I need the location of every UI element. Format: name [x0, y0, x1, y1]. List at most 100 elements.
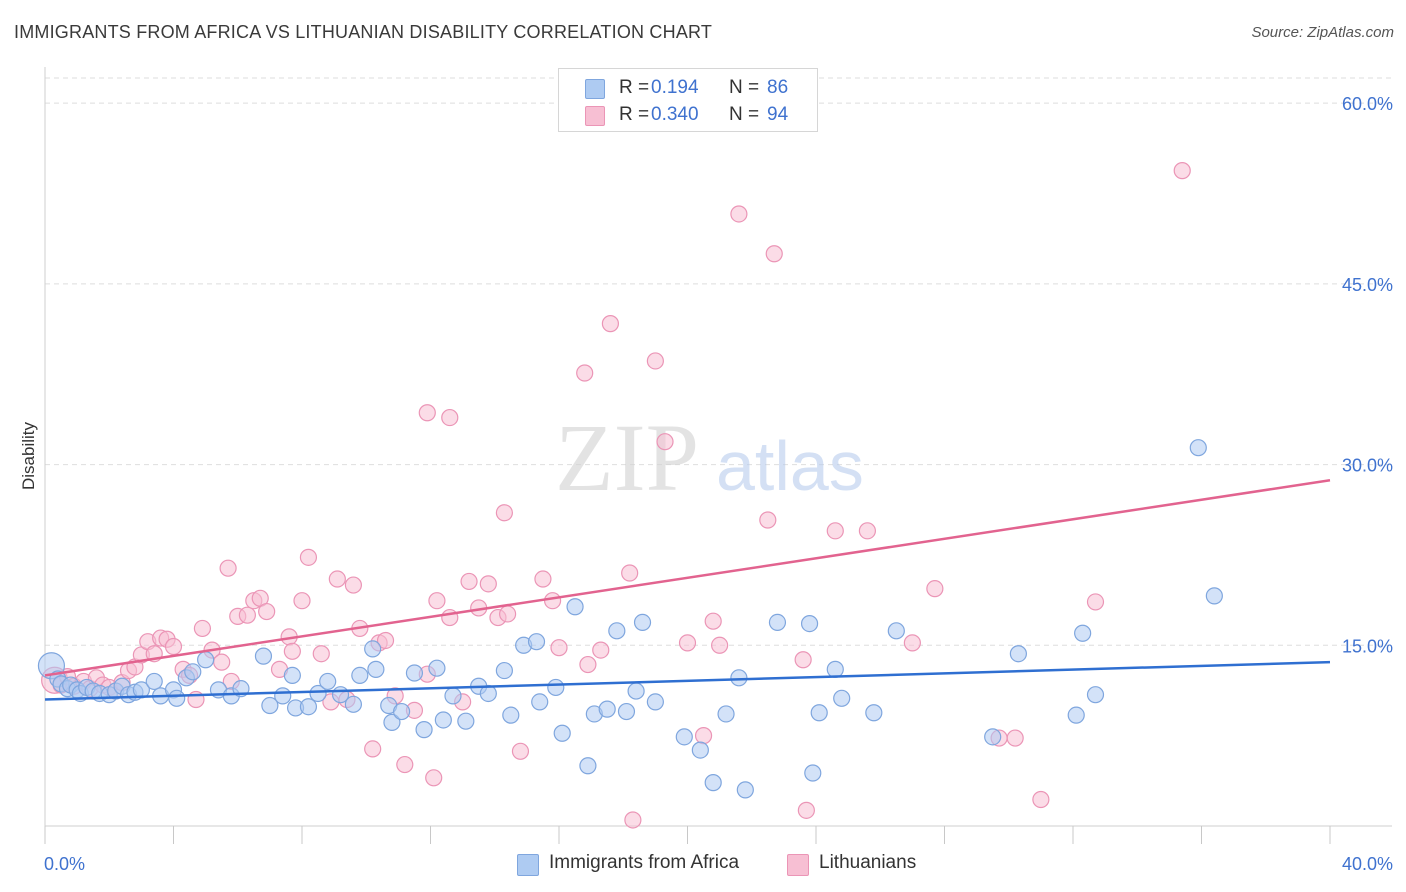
point-africa [633, 613, 652, 631]
point-africa [364, 640, 382, 658]
point-africa [495, 661, 513, 680]
series-legend: Immigrants from Africa Lithuanians [0, 852, 1406, 878]
point-africa [810, 704, 828, 722]
point-africa [299, 698, 318, 716]
point-lithuanians [926, 580, 944, 598]
point-lithuanians [425, 769, 443, 787]
point-lithuanians [499, 605, 517, 623]
point-africa [608, 622, 626, 640]
point-lithuanians [858, 522, 877, 540]
point-africa [865, 704, 883, 722]
point-lithuanians [730, 205, 748, 223]
point-africa [646, 693, 664, 711]
point-africa [1205, 587, 1223, 605]
legend-swatch-africa [585, 79, 605, 99]
point-africa [168, 689, 186, 707]
legend-swatch-lithuanians [585, 106, 605, 126]
series-swatch-lithuanians [787, 854, 809, 876]
trend-line-lithuanians [44, 478, 1331, 677]
watermark-zip: ZIP [555, 404, 699, 511]
y-axis-label: Disability [19, 421, 38, 490]
y-tick-label: 45.0% [1342, 275, 1393, 295]
point-africa [184, 663, 202, 681]
point-africa [547, 678, 565, 697]
point-lithuanians [711, 636, 729, 654]
point-africa [579, 757, 597, 775]
point-africa [833, 689, 851, 707]
point-africa [1067, 706, 1085, 724]
point-lithuanians [759, 511, 777, 529]
point-africa [627, 682, 645, 700]
point-africa [367, 660, 385, 678]
point-lithuanians [646, 352, 664, 370]
watermark-atlas: atlas [716, 427, 864, 505]
point-lithuanians [694, 727, 713, 745]
point-lithuanians [213, 653, 231, 671]
point-africa [254, 647, 273, 665]
point-africa [309, 684, 327, 703]
point-lithuanians [328, 570, 346, 588]
point-africa [145, 672, 163, 691]
point-africa [274, 687, 292, 705]
y-tick-label: 60.0% [1342, 94, 1393, 114]
point-lithuanians [283, 642, 301, 660]
point-africa [800, 614, 819, 633]
y-tick-label: 15.0% [1342, 636, 1393, 656]
legend-n-value: 86 [767, 77, 789, 98]
point-africa [553, 724, 571, 742]
point-africa [768, 613, 787, 631]
watermark: ZIP atlas [555, 404, 864, 511]
point-africa [598, 700, 616, 718]
point-africa [704, 774, 722, 792]
x-tick-label: 0.0% [44, 854, 85, 874]
point-lithuanians [678, 634, 697, 652]
trend-line-africa [44, 660, 1331, 701]
legend-r-label: R = [619, 104, 650, 125]
point-africa [730, 669, 748, 687]
point-lithuanians [293, 592, 311, 610]
point-lithuanians [579, 655, 597, 674]
point-lithuanians [364, 740, 382, 758]
point-africa [617, 702, 636, 721]
point-africa [283, 666, 301, 685]
x-tick-label: 40.0% [1342, 854, 1393, 874]
point-africa [428, 659, 446, 677]
point-africa [319, 672, 337, 691]
point-africa [444, 687, 462, 705]
point-africa [502, 706, 520, 724]
point-africa [197, 651, 215, 669]
point-africa [527, 633, 546, 651]
point-africa [691, 741, 709, 759]
point-africa [351, 666, 369, 685]
source-credit: Source: ZipAtlas.com [1251, 24, 1394, 41]
point-lithuanians [460, 572, 478, 591]
point-lithuanians [193, 619, 212, 638]
point-lithuanians [376, 631, 395, 650]
point-lithuanians [543, 592, 562, 610]
point-africa [826, 660, 844, 678]
series-label-africa: Immigrants from Africa [549, 852, 740, 873]
point-lithuanians [826, 522, 844, 540]
point-lithuanians [656, 433, 674, 451]
point-lithuanians [219, 559, 237, 577]
point-africa [887, 622, 905, 640]
point-africa [531, 693, 549, 711]
point-lithuanians [299, 548, 318, 566]
legend-r-label: R = [619, 77, 650, 98]
trend-lines [44, 478, 1331, 701]
legend-n-label: N = [729, 104, 760, 125]
point-lithuanians [704, 612, 722, 630]
legend-r-value: 0.340 [651, 104, 699, 125]
point-lithuanians [624, 811, 642, 829]
point-africa [675, 728, 693, 746]
point-africa [736, 781, 754, 799]
point-lithuanians [258, 602, 276, 621]
point-lithuanians [511, 742, 530, 760]
point-africa [1074, 624, 1092, 642]
point-africa [1189, 439, 1207, 457]
point-lithuanians [534, 570, 552, 588]
point-lithuanians [1032, 790, 1050, 809]
point-lithuanians [601, 315, 620, 333]
point-lithuanians [418, 404, 436, 422]
point-lithuanians [164, 637, 183, 656]
